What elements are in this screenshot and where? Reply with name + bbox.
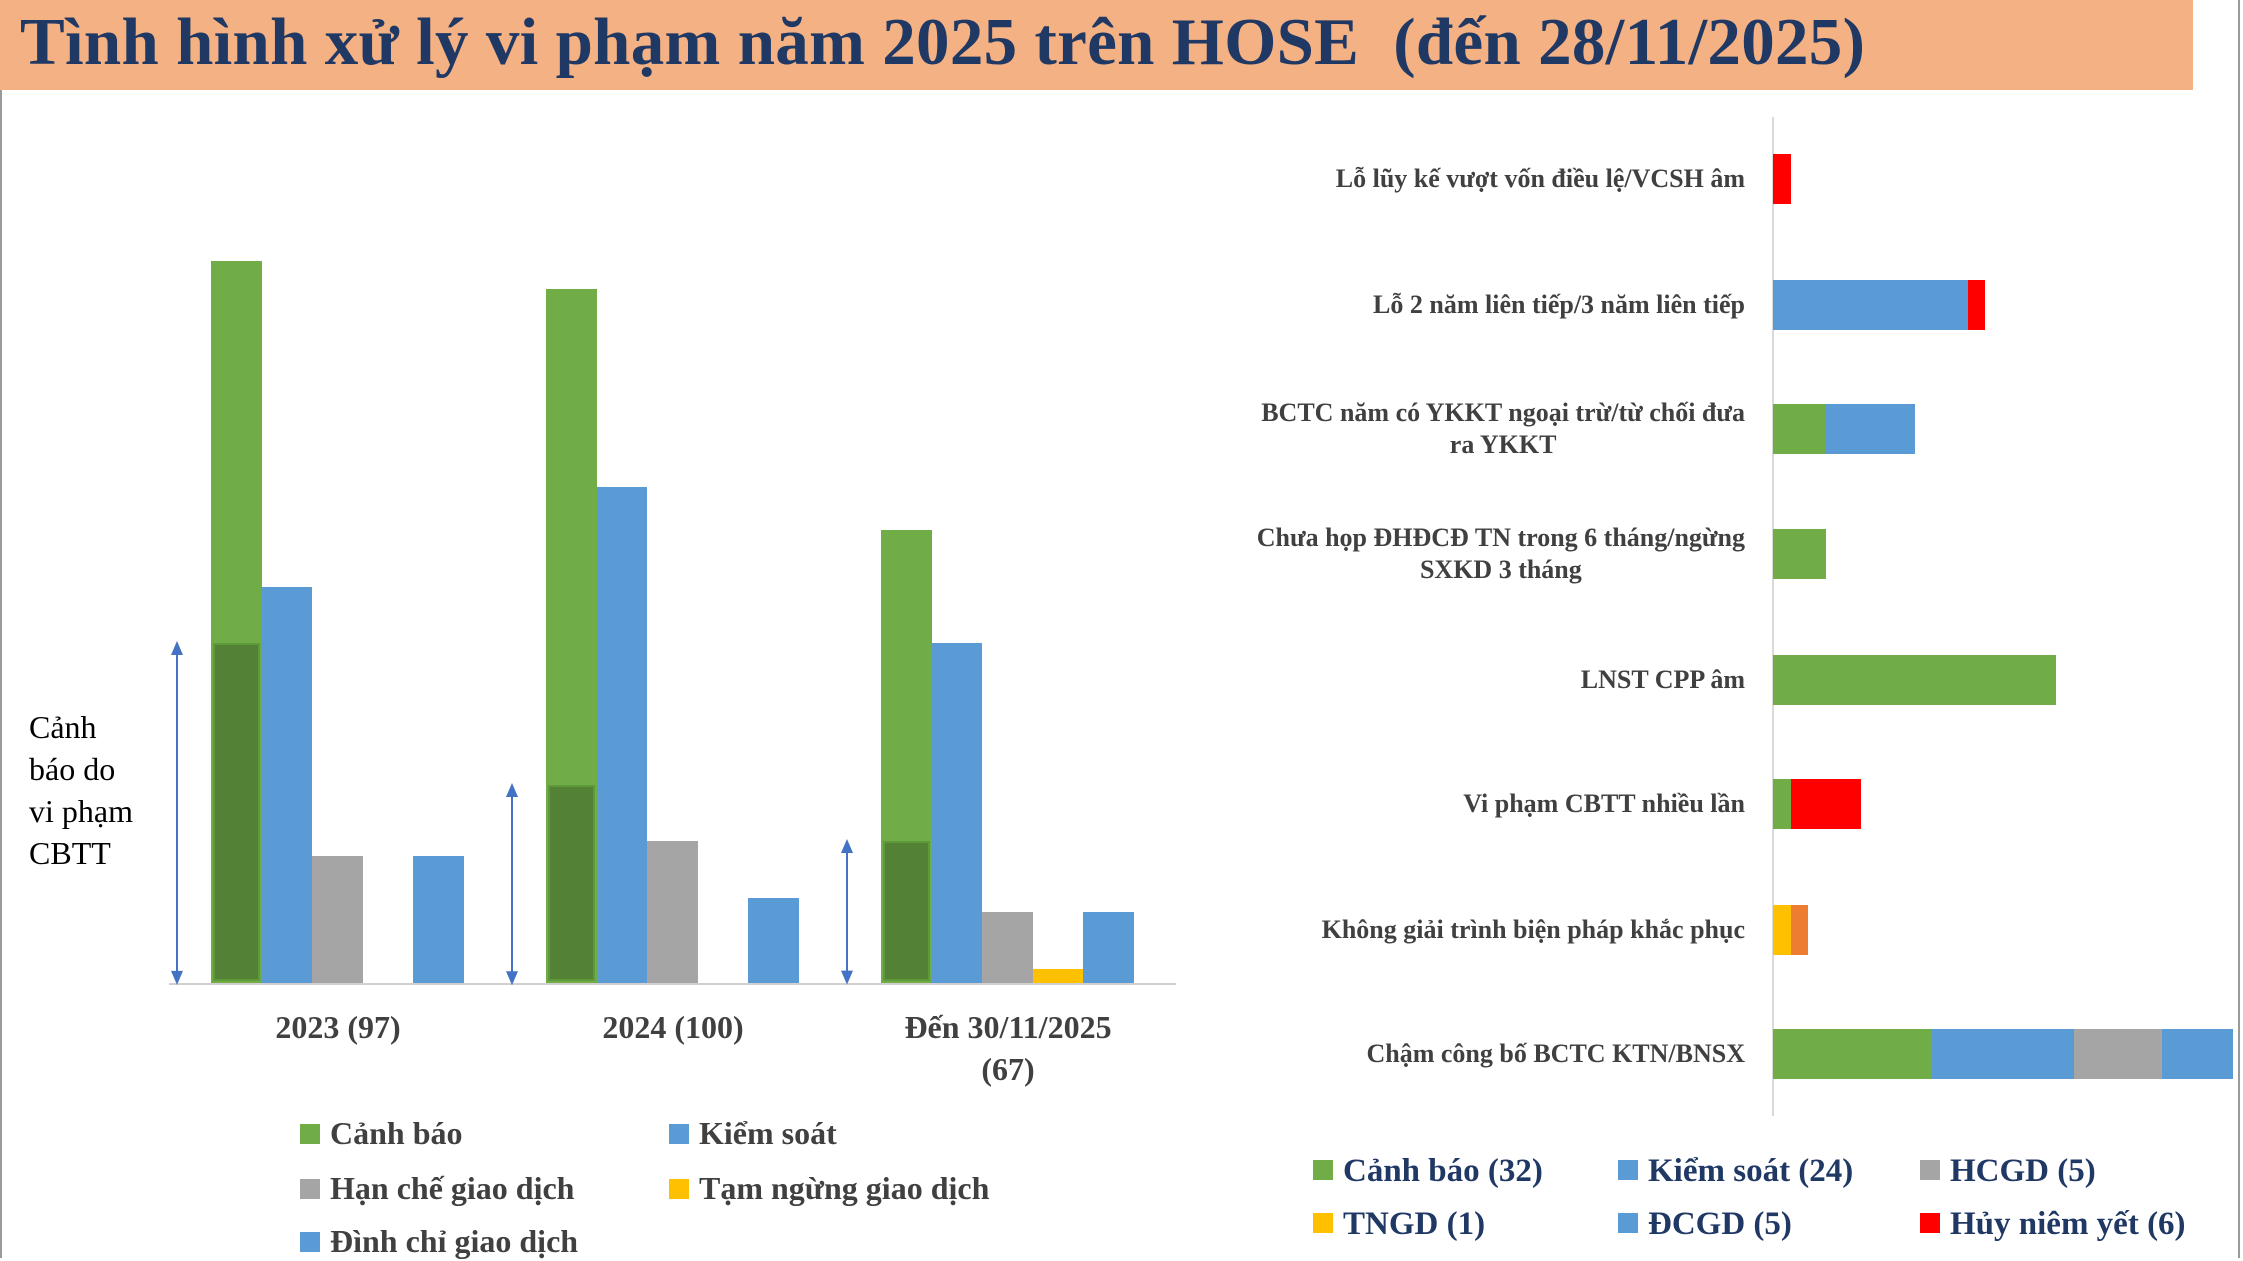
legend-item: Tạm ngừng giao dịch [669,1168,989,1208]
legend-label: Kiểm soát [699,1115,837,1151]
y-tick-label-line: Không giải trình biện pháp khắc phục [1321,915,1745,944]
x-tick-label: Đến 30/11/2025 (67) [904,1009,1112,1087]
legend-swatch [669,1178,689,1199]
bar-hạn-chế-giao-dịch [312,855,363,983]
y-tick-label: Không giải trình biện pháp khắc phục [1322,914,1745,946]
legend-swatch [1618,1213,1638,1234]
bar-hạn-chế-giao-dịch [982,912,1033,983]
y-tick-label-line: Vi phạm CBTT nhiều lần [1463,789,1745,818]
legend-item: Cảnh báo (32) [1313,1151,1543,1191]
stacked-bar-segment [1773,905,1791,955]
bar-kiểm-soát [596,487,648,983]
y-tick-label-line: Lỗ 2 năm liên tiếp/3 năm liên tiếp [1373,290,1745,319]
legend-label: Hạn chế giao dịch [330,1170,575,1206]
bar-cbtt-warning-overlay [883,841,930,981]
annotation-line: Cảnh [29,709,97,745]
legend-swatch [1618,1160,1638,1181]
y-tick-label: Lỗ lũy kế vượt vốn điều lệ/VCSH âm [1336,163,1745,195]
slide-border-right [2238,0,2240,1258]
legend-item: Kiểm soát (24) [1618,1151,1853,1191]
x-axis-line [169,983,1176,985]
stacked-bar-segment [1773,779,1791,829]
y-tick-label: LNST CPP âm [1581,664,1745,696]
legend-label: Cảnh báo [330,1115,463,1151]
bar-đình-chỉ-giao-dịch [748,898,799,983]
x-tick-label: 2023 (97) [275,1009,401,1045]
stacked-bar-segment [1773,280,1968,330]
legend-swatch [300,1123,320,1144]
page-title: Tình hình xử lý vi phạm năm 2025 trên HO… [20,5,1866,79]
stacked-bar-segment [1773,1029,1933,1079]
bar-cbtt-warning-overlay [213,643,260,981]
y-tick-label: BCTC năm có YKKT ngoại trừ/từ chối đưa ra… [1261,397,1745,461]
stacked-bar-segment [1967,280,1986,330]
legend-item: Cảnh báo [300,1113,463,1153]
legend-item: ĐCGD (5) [1618,1204,1792,1244]
y-tick-label: Vi phạm CBTT nhiều lần [1463,788,1745,820]
legend-label: Hủy niêm yết (6) [1950,1206,2186,1242]
annotation-line: báo do [29,751,116,787]
legend-label: Đình chỉ giao dịch [330,1223,579,1259]
stacked-bar-segment [1773,154,1791,204]
legend-label: Kiểm soát (24) [1648,1153,1854,1189]
legend-item: Kiểm soát [669,1113,837,1153]
y-tick-label-line: Chưa họp ĐHĐCĐ TN trong 6 tháng/ngừng [1256,523,1745,552]
legend-item: Hủy niêm yết (6) [1920,1204,2186,1244]
double-arrow-icon [506,782,518,985]
bar-đình-chỉ-giao-dịch [413,855,464,983]
bar-đình-chỉ-giao-dịch [1083,912,1134,983]
legend-label: ĐCGD (5) [1648,1206,1792,1242]
x-tick-label: 2024 (100) [602,1009,744,1045]
stacked-bar-segment [1773,529,1827,579]
bar-kiểm-soát [931,643,983,983]
legend-swatch [1920,1160,1940,1181]
y-tick-label-line: SXKD 3 tháng [1419,555,1582,584]
double-arrow-icon [841,839,853,985]
legend-swatch [300,1231,320,1252]
bar-cbtt-warning-overlay [548,784,595,981]
annotation-line: vi phạm [29,793,133,829]
stacked-bar-segment [2073,1029,2163,1079]
cbtt-annotation: Cảnh báo do vi phạm CBTT [29,706,133,874]
stacked-bar-segment [1826,404,1915,454]
stacked-bar-segment [1932,1029,2074,1079]
legend-item: Hạn chế giao dịch [300,1168,574,1208]
bar-hạn-chế-giao-dịch [647,841,698,983]
legend-item: TNGD (1) [1313,1204,1485,1244]
y-tick-label: Chậm công bố BCTC KTN/BNSX [1366,1038,1745,1070]
bar-kiểm-soát [261,586,313,983]
double-arrow-icon [171,641,183,985]
stacked-bar-segment [1790,779,1862,829]
y-tick-label-line: BCTC năm có YKKT ngoại trừ/từ chối đưa [1261,398,1745,427]
legend-swatch [1313,1160,1333,1181]
annotation-line: CBTT [29,835,111,871]
stacked-bar-segment [1773,404,1827,454]
y-tick-label-line: Lỗ lũy kế vượt vốn điều lệ/VCSH âm [1335,164,1745,193]
stacked-bar-segment [1790,905,1809,955]
legend-swatch [1313,1213,1333,1234]
y-tick-label-line: ra YKKT [1449,430,1557,459]
legend-label: Tạm ngừng giao dịch [699,1170,990,1206]
title-bar: Tình hình xử lý vi phạm năm 2025 trên HO… [0,0,2193,90]
legend-swatch [669,1123,689,1144]
slide-border-left [0,0,2,1258]
legend-swatch [300,1178,320,1199]
legend-label: HCGD (5) [1950,1153,2096,1189]
y-tick-label: Chưa họp ĐHĐCĐ TN trong 6 tháng/ngừng SXK… [1257,522,1745,586]
legend-item: Đình chỉ giao dịch [300,1221,578,1261]
legend-swatch [1920,1213,1940,1234]
y-tick-label-line: LNST CPP âm [1580,665,1745,694]
legend-label: TNGD (1) [1343,1206,1486,1242]
y-tick-label: Lỗ 2 năm liên tiếp/3 năm liên tiếp [1373,289,1745,321]
stacked-bar-segment [1773,655,2057,705]
stacked-bar-segment [2162,1029,2234,1079]
y-tick-label-line: Chậm công bố BCTC KTN/BNSX [1366,1039,1745,1068]
legend-item: HCGD (5) [1920,1151,2096,1191]
bar-tạm-ngừng-giao-dịch [1032,968,1084,983]
legend-label: Cảnh báo (32) [1343,1153,1543,1189]
y-axis-line [1772,117,1774,1116]
